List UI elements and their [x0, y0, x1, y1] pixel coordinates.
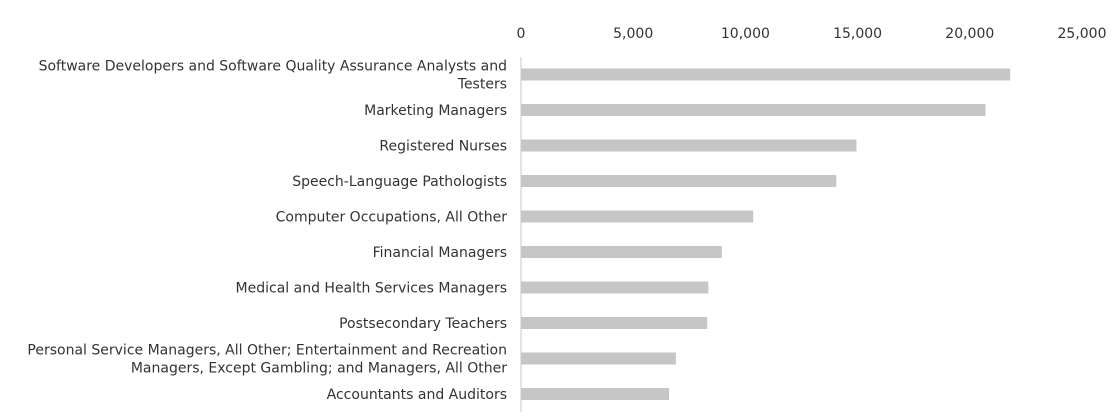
- x-tick-label: 25,000: [1058, 26, 1107, 42]
- x-tick-label: 20,000: [945, 26, 994, 42]
- x-tick-label: 5,000: [613, 26, 653, 42]
- category-label-line: Speech-Language Pathologists: [292, 174, 507, 190]
- bars-group: [521, 68, 1011, 400]
- category-label-line: Accountants and Auditors: [327, 387, 507, 403]
- category-label: Computer Occupations, All Other: [276, 210, 508, 226]
- category-label: Marketing Managers: [364, 103, 507, 119]
- bar: [521, 104, 986, 116]
- category-label: Medical and Health Services Managers: [236, 281, 507, 297]
- x-tick-label: 10,000: [721, 26, 770, 42]
- category-labels: Software Developers and Software Quality…: [27, 59, 507, 404]
- bar: [521, 210, 754, 223]
- bar: [521, 281, 709, 294]
- category-label-line: Software Developers and Software Quality…: [39, 59, 507, 75]
- category-label-line: Registered Nurses: [379, 139, 507, 155]
- bar: [521, 317, 708, 329]
- category-label-line: Financial Managers: [373, 245, 507, 261]
- x-tick-label: 0: [517, 26, 526, 42]
- x-tick-label: 15,000: [833, 26, 882, 42]
- category-label-line: Testers: [457, 77, 507, 93]
- category-label: Speech-Language Pathologists: [292, 174, 507, 190]
- category-label-line: Personal Service Managers, All Other; En…: [27, 343, 507, 359]
- bar: [521, 68, 1011, 81]
- bar: [521, 388, 670, 400]
- category-label-line: Marketing Managers: [364, 103, 507, 119]
- category-label: Accountants and Auditors: [327, 387, 507, 403]
- category-label-line: Medical and Health Services Managers: [236, 281, 507, 297]
- category-label: Software Developers and Software Quality…: [39, 59, 507, 93]
- category-label-line: Computer Occupations, All Other: [276, 210, 508, 226]
- category-label-line: Postsecondary Teachers: [339, 316, 507, 332]
- category-label: Registered Nurses: [379, 139, 507, 155]
- category-label: Financial Managers: [373, 245, 507, 261]
- bar: [521, 175, 837, 187]
- x-axis-ticks: 0 5,000 10,000 15,000 20,000 25,000: [517, 26, 1107, 42]
- category-label: Personal Service Managers, All Other; En…: [27, 343, 507, 377]
- bar: [521, 352, 676, 365]
- bar: [521, 246, 722, 258]
- category-label: Postsecondary Teachers: [339, 316, 507, 332]
- bar: [521, 139, 857, 152]
- category-label-line: Managers, Except Gambling; and Managers,…: [131, 361, 507, 377]
